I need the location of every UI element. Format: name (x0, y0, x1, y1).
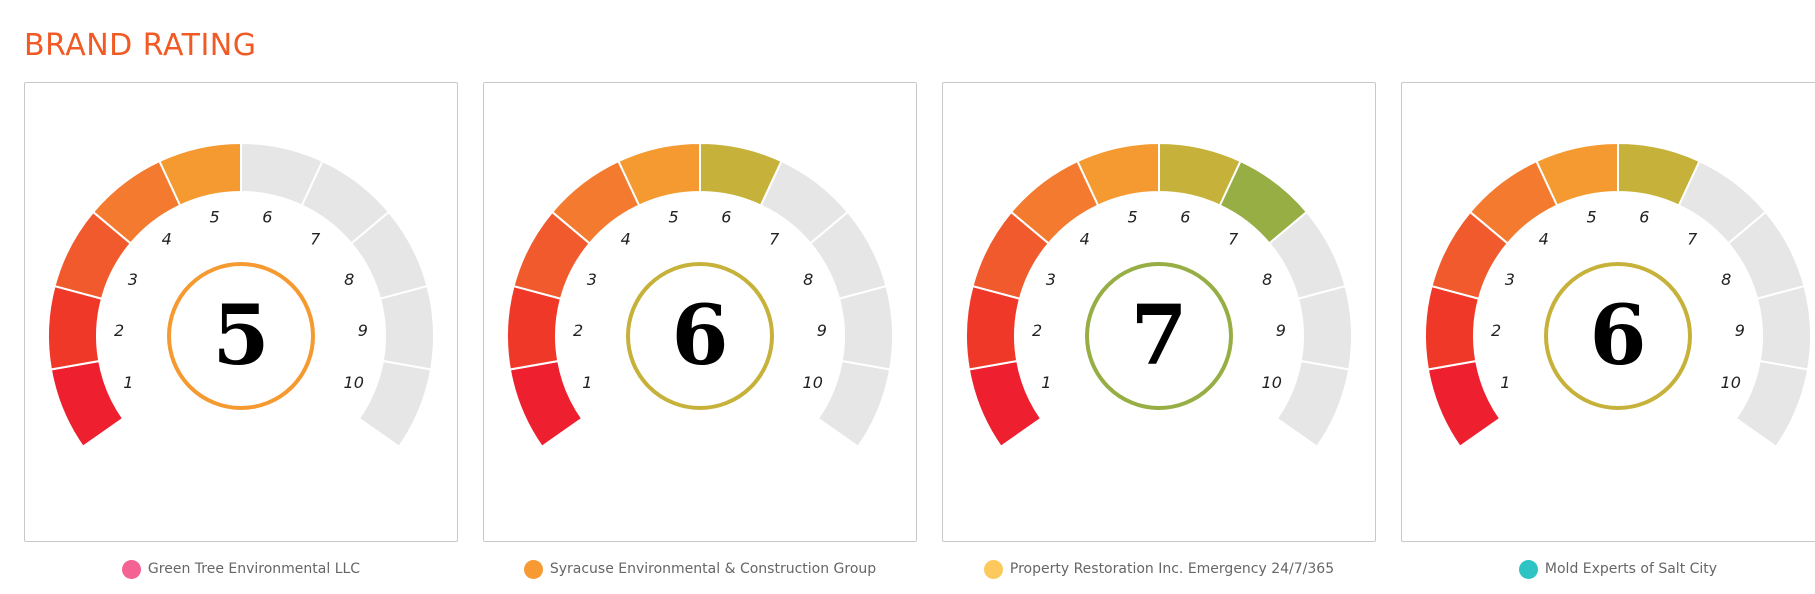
gauge-segment-10 (1734, 359, 1810, 449)
gauge-tick-label: 7 (769, 230, 780, 249)
gauge-tick-label: 5 (210, 207, 220, 226)
gauge-segment-2 (47, 284, 104, 371)
gauge-tick-label: 8 (1262, 270, 1272, 289)
gauge-tick-label: 1 (123, 373, 133, 392)
gauge-tick-label: 1 (582, 373, 592, 392)
gauge-tick-label: 2 (114, 321, 124, 340)
rating-card: 1 2 3 4 5 6 7 8 9 10 6 (483, 82, 917, 542)
score-ring (626, 262, 774, 410)
gauge-tick-label: 10 (1262, 373, 1282, 392)
gauge-segment-9 (1296, 284, 1353, 371)
gauge-segment-1 (508, 359, 584, 449)
score-ring (1544, 262, 1692, 410)
rating-card: 1 2 3 4 5 6 7 8 9 10 7 (942, 82, 1376, 542)
legend-dot (983, 559, 1003, 579)
gauge-segment-9 (837, 284, 894, 371)
gauge-tick-label: 8 (1721, 270, 1731, 289)
gauge-tick-label: 4 (162, 230, 172, 249)
gauge-tick-label: 6 (721, 207, 731, 226)
gauge-tick-label: 9 (358, 321, 368, 340)
gauge-segment-2 (965, 284, 1022, 371)
rating-gauge: 1 2 3 4 5 6 7 8 9 10 5 (47, 141, 435, 449)
brand-legend-item[interactable]: Green Tree Environmental LLC (24, 558, 458, 580)
gauge-segment-10 (357, 359, 433, 449)
gauge-tick-label: 1 (1041, 373, 1051, 392)
score-value: 6 (671, 288, 728, 384)
gauge-segment-1 (1426, 359, 1502, 449)
gauge-segment-2 (1424, 284, 1481, 371)
legend-dot (523, 559, 543, 579)
gauge-tick-label: 1 (1500, 373, 1510, 392)
gauge-segment-9 (1755, 284, 1812, 371)
gauge-tick-label: 10 (1721, 373, 1741, 392)
gauge-segment-2 (506, 284, 563, 371)
gauge-segment-10 (1275, 359, 1351, 449)
rating-gauge: 1 2 3 4 5 6 7 8 9 10 6 (506, 141, 894, 449)
gauge-tick-label: 7 (310, 230, 321, 249)
gauge-tick-label: 4 (1539, 230, 1549, 249)
score-value: 7 (1130, 288, 1187, 384)
gauge-tick-label: 6 (1639, 207, 1649, 226)
legend-dot (121, 559, 141, 579)
page-title: BRAND RATING (24, 28, 257, 63)
gauge-tick-label: 4 (1080, 230, 1090, 249)
gauge-tick-label: 8 (344, 270, 354, 289)
gauge-segment-1 (967, 359, 1043, 449)
gauge-tick-label: 5 (669, 207, 679, 226)
gauge-tick-label: 3 (128, 270, 138, 289)
gauge-tick-label: 2 (573, 321, 583, 340)
brand-name: Property Restoration Inc. Emergency 24/7… (1009, 561, 1335, 577)
gauge-tick-label: 3 (587, 270, 597, 289)
gauge-tick-label: 7 (1228, 230, 1239, 249)
gauge-tick-label: 5 (1128, 207, 1138, 226)
gauge-segment-9 (378, 284, 435, 371)
score-ring (167, 262, 315, 410)
gauge-tick-label: 2 (1032, 321, 1042, 340)
rating-gauge: 1 2 3 4 5 6 7 8 9 10 6 (1424, 141, 1812, 449)
rating-card: 1 2 3 4 5 6 7 8 9 10 6 (1401, 82, 1815, 542)
gauge-tick-label: 6 (262, 207, 272, 226)
rating-card: 1 2 3 4 5 6 7 8 9 10 5 (24, 82, 458, 542)
gauge-tick-label: 9 (817, 321, 827, 340)
brand-name: Mold Experts of Salt City (1544, 561, 1718, 577)
rating-gauge: 1 2 3 4 5 6 7 8 9 10 7 (965, 141, 1353, 449)
gauge-tick-label: 8 (803, 270, 813, 289)
brand-name: Syracuse Environmental & Construction Gr… (549, 561, 877, 577)
legend-dot (1518, 559, 1538, 579)
gauge-tick-label: 5 (1587, 207, 1597, 226)
gauge-segment-1 (49, 359, 125, 449)
gauge-tick-label: 10 (344, 373, 364, 392)
gauge-tick-label: 9 (1735, 321, 1745, 340)
gauge-tick-label: 4 (621, 230, 631, 249)
brand-legend-item[interactable]: Syracuse Environmental & Construction Gr… (483, 558, 917, 580)
brand-name: Green Tree Environmental LLC (147, 561, 361, 577)
gauge-tick-label: 3 (1046, 270, 1056, 289)
gauge-tick-label: 10 (803, 373, 823, 392)
gauge-tick-label: 6 (1180, 207, 1190, 226)
score-ring (1085, 262, 1233, 410)
brand-legend-item[interactable]: Property Restoration Inc. Emergency 24/7… (942, 558, 1376, 580)
gauge-tick-label: 9 (1276, 321, 1286, 340)
gauge-tick-label: 7 (1687, 230, 1698, 249)
score-value: 5 (212, 288, 269, 384)
gauge-tick-label: 2 (1491, 321, 1501, 340)
score-value: 6 (1589, 288, 1646, 384)
gauge-segment-10 (816, 359, 892, 449)
gauge-tick-label: 3 (1505, 270, 1515, 289)
brand-legend-item[interactable]: Mold Experts of Salt City (1401, 558, 1815, 580)
